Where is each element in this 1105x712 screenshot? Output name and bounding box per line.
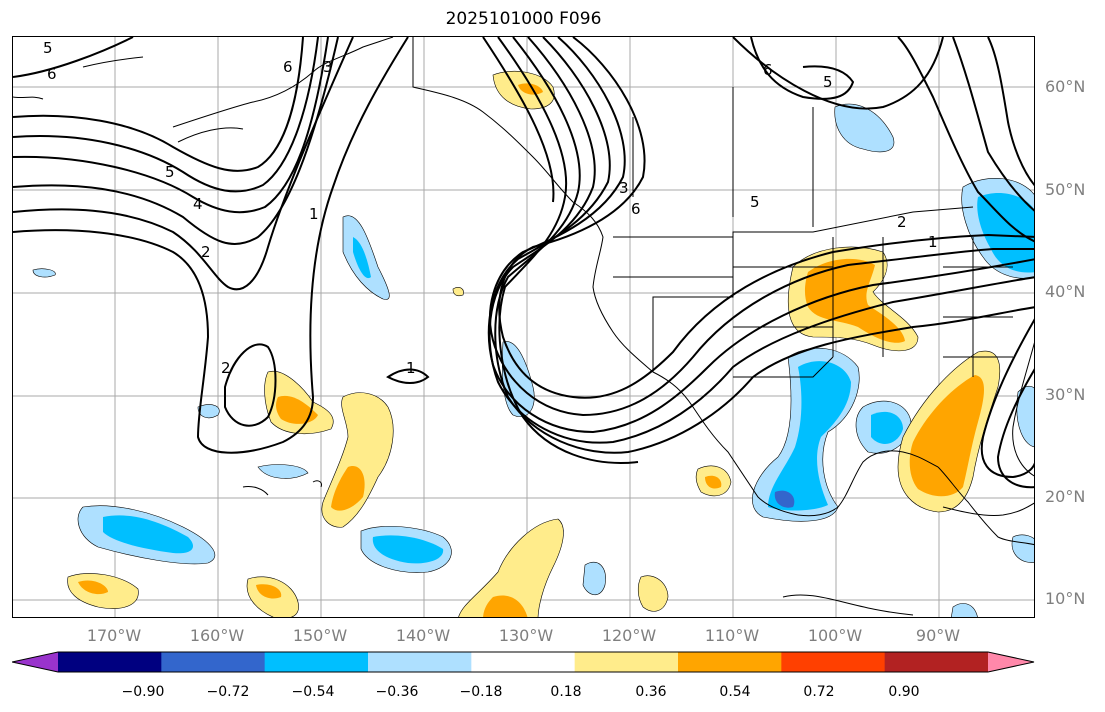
colorbar-tick: −0.36 bbox=[375, 684, 419, 700]
contour-labels: 5 6 6 3 5 4 1 2 2 1 3 6 5 2 1 6 5 bbox=[43, 39, 938, 377]
contour-label-3-wc: 3 bbox=[619, 179, 629, 197]
lat-label-30n: 30°N bbox=[1045, 385, 1086, 404]
colorbar-tick: −0.18 bbox=[459, 684, 503, 700]
lon-label-120w: 120°W bbox=[601, 626, 657, 645]
colorbar-tick: 0.36 bbox=[635, 684, 667, 700]
colorbar-tick: −0.54 bbox=[291, 684, 335, 700]
contour-label-2-us: 2 bbox=[897, 213, 907, 231]
contour-label-1-pac: 1 bbox=[309, 205, 319, 223]
contour-label-5-tl: 5 bbox=[43, 39, 53, 57]
contour-label-6-pac: 6 bbox=[283, 58, 293, 76]
coastlines bbox=[13, 37, 1034, 616]
colorbar-segment bbox=[368, 652, 472, 672]
colorbar-segment bbox=[58, 652, 162, 672]
colorbar-segment bbox=[678, 652, 782, 672]
contour-label-6-wc: 6 bbox=[631, 200, 641, 218]
colorbar-extend-low bbox=[12, 652, 58, 672]
colorbar-segment bbox=[781, 652, 886, 672]
anomaly-shading bbox=[32, 70, 1034, 617]
colorbar-tick: 0.90 bbox=[888, 684, 920, 700]
colorbar-segment bbox=[264, 652, 369, 672]
lon-label-130w: 130°W bbox=[498, 626, 554, 645]
lon-label-110w: 110°W bbox=[704, 626, 760, 645]
height-contours bbox=[13, 37, 1034, 489]
colorbar bbox=[12, 651, 1035, 673]
colorbar-tick: −0.90 bbox=[121, 684, 165, 700]
contour-label-3-pac: 3 bbox=[323, 58, 333, 76]
lat-label-60n: 60°N bbox=[1045, 77, 1086, 96]
contour-label-2-pac: 2 bbox=[201, 243, 211, 261]
lon-label-160w: 160°W bbox=[189, 626, 245, 645]
lat-label-10n: 10°N bbox=[1045, 589, 1086, 608]
lon-label-150w: 150°W bbox=[292, 626, 348, 645]
map-title: 2025101000 F096 bbox=[445, 9, 602, 29]
map-panel: 5 6 6 3 5 4 1 2 2 1 3 6 5 2 1 6 5 bbox=[12, 36, 1035, 618]
colorbar-outline bbox=[12, 651, 1035, 673]
contour-label-4-pac: 4 bbox=[193, 195, 203, 213]
colorbar-segment bbox=[471, 652, 576, 672]
colorbar-tick: −0.72 bbox=[206, 684, 250, 700]
colorbar-segment bbox=[161, 652, 266, 672]
lat-label-20n: 20°N bbox=[1045, 487, 1086, 506]
contour-label-5-us: 5 bbox=[750, 193, 760, 211]
lat-label-50n: 50°N bbox=[1045, 180, 1086, 199]
contour-label-2b-pac: 2 bbox=[221, 359, 231, 377]
contour-label-5-can: 5 bbox=[823, 73, 833, 91]
colorbar-tick: 0.18 bbox=[550, 684, 582, 700]
contour-label-6-tl: 6 bbox=[47, 65, 57, 83]
contour-label-5-pac: 5 bbox=[165, 163, 175, 181]
colorbar-tick: 0.54 bbox=[719, 684, 751, 700]
colorbar-segment bbox=[884, 652, 989, 672]
lon-label-140w: 140°W bbox=[395, 626, 451, 645]
colorbar-segments bbox=[12, 651, 1035, 673]
map-canvas: 5 6 6 3 5 4 1 2 2 1 3 6 5 2 1 6 5 bbox=[13, 37, 1034, 617]
lon-label-90w: 90°W bbox=[915, 626, 961, 645]
lon-label-170w: 170°W bbox=[86, 626, 142, 645]
colorbar-tick: 0.72 bbox=[803, 684, 835, 700]
contour-label-1-mid: 1 bbox=[406, 359, 416, 377]
colorbar-segment bbox=[574, 652, 679, 672]
lat-label-40n: 40°N bbox=[1045, 282, 1086, 301]
contour-label-1-us: 1 bbox=[928, 233, 938, 251]
lon-label-100w: 100°W bbox=[807, 626, 863, 645]
colorbar-extend-high bbox=[988, 652, 1034, 672]
contour-label-6-can: 6 bbox=[763, 61, 773, 79]
